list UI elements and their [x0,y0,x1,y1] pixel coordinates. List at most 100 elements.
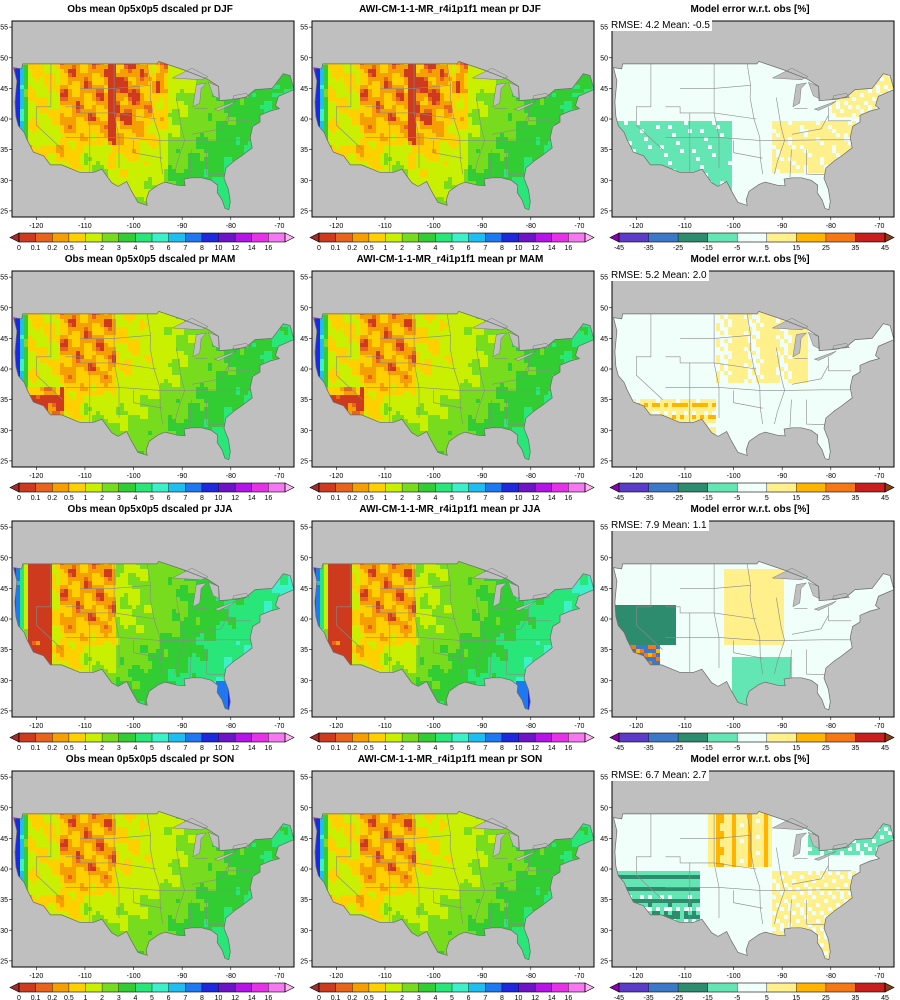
state-border [191,615,229,635]
colorbar-tick-label: 0.1 [31,745,41,750]
lat-tick-label: 35 [600,897,608,904]
state-border [713,563,720,668]
colorbar-tick-label: 12 [531,495,539,500]
colorbar-swatch [535,983,553,992]
panel-title: AWI-CM-1-1-MR_r4i1p1f1 mean pr DJF [300,4,600,15]
panel-title: AWI-CM-1-1-MR_r4i1p1f1 mean pr MAM [300,254,600,265]
state-border [35,63,63,150]
colorbar-tick-label: 5 [765,745,769,750]
colorbar-swatch [648,233,679,242]
lat-tick-label: 25 [0,458,8,465]
state-border [65,137,251,141]
state-border [35,813,63,900]
state-border [413,313,420,418]
state-border [828,356,852,372]
state-border [446,313,463,425]
colorbar-swatch [368,233,386,242]
colorbar-tick-label: 0.2 [47,245,57,250]
lake-shape [813,600,837,611]
state-border [35,313,63,400]
lon-tick-label: -110 [78,473,92,480]
lon-tick-label: -100 [727,973,741,980]
colorbar-tick-label: -45 [614,495,624,500]
colorbar-tick-label: 5 [765,245,769,250]
colorbar-tick-label: 5 [450,245,454,250]
lat-tick-label: 35 [600,147,608,154]
colorbar-tick-label: 6 [467,995,471,1000]
lake-shape [492,582,508,608]
colorbar-tick-label: 0.5 [364,745,374,750]
lat-tick-label: 55 [0,275,8,282]
lon-tick-label: -90 [777,723,787,730]
colorbar-swatch [418,983,436,992]
colorbar-swatch [678,483,708,492]
lake-shape [192,832,208,858]
panel-title: AWI-CM-1-1-MR_r4i1p1f1 mean pr SON [300,754,600,765]
colorbar-swatch [185,483,203,492]
colorbar-tick-label: 5 [765,495,769,500]
error-map-panel: -120 -110 -100 -90 -80 -70 25 30 35 40 45 50 55 -45 -3… [600,500,900,750]
lon-tick-label: -90 [477,223,487,230]
lon-tick-label: -110 [378,723,392,730]
state-border [528,856,552,872]
lon-tick-label: -70 [874,223,884,230]
colorbar-tick-label: 1 [84,995,88,1000]
lat-tick-label: 25 [0,708,8,715]
state-border [791,365,829,385]
colorbar-tick-label: -5 [734,495,740,500]
colorbar-swatch [855,983,886,992]
country-outline [613,560,895,711]
lake-shape [492,832,508,858]
panel-title: Model error w.r.t. obs [%] [600,254,900,265]
colorbar-swatch [35,733,53,742]
colorbar-swatch [452,483,469,492]
colorbar-arrow-low [9,232,20,243]
lon-tick-label: -70 [274,973,284,980]
lat-tick-label: 50 [300,305,308,312]
lake-shape [492,332,508,358]
panel-title: Obs mean 0p5x0p5 dscaled pr SON [0,754,300,765]
colorbar-tick-label: -35 [644,245,654,250]
colorbar-swatch [485,983,503,992]
lat-tick-label: 30 [0,678,8,685]
lat-tick-label: 45 [0,836,8,843]
colorbar-arrow-high [884,982,895,993]
colorbar-tick-label: 4 [433,995,437,1000]
state-border [133,140,163,159]
colorbar-swatch [168,233,186,242]
state-border [335,63,363,150]
lake-shape [507,581,520,600]
lake-shape [207,831,220,850]
state-border [206,649,225,675]
colorbar-swatch [678,733,708,742]
colorbar-swatch [118,733,136,742]
lon-tick-label: -120 [29,223,43,230]
colorbar-swatch [335,983,353,992]
state-border [789,149,792,178]
colorbar-swatch [551,983,569,992]
colorbar-tick-label: 25 [822,995,830,1000]
colorbar-swatch [319,733,336,742]
lon-tick-label: -80 [526,223,536,230]
lon-tick-label: -120 [629,723,643,730]
precip-map-panel: -120 -110 -100 -90 -80 -70 25 30 35 40 45 50 55 0 0.1 0… [300,750,600,1000]
colorbar-swatch [737,233,768,242]
state-border [146,813,163,925]
colorbar-swatch [168,983,186,992]
colorbar-tick-label: 35 [852,745,860,750]
lat-tick-label: 35 [600,647,608,654]
colorbar-swatch [118,483,136,492]
colorbar-tick-label: 0.5 [364,245,374,250]
colorbar-tick-label: 8 [200,995,204,1000]
colorbar-tick-label: -45 [614,995,624,1000]
colorbar-tick-label: 7 [183,495,187,500]
colorbar-swatch [52,233,70,242]
colorbar-tick-label: 12 [531,745,539,750]
colorbar-tick-label: 5 [450,745,454,750]
rmse-mean-label: RMSE: 5.2 Mean: 2.0 [609,270,709,281]
map-figure: -120 -110 -100 -90 -80 -70 25 30 35 40 45 50 55 -45 -3… [600,520,895,750]
colorbar-arrow-low [609,982,620,993]
colorbar-tick-label: 16 [265,495,273,500]
